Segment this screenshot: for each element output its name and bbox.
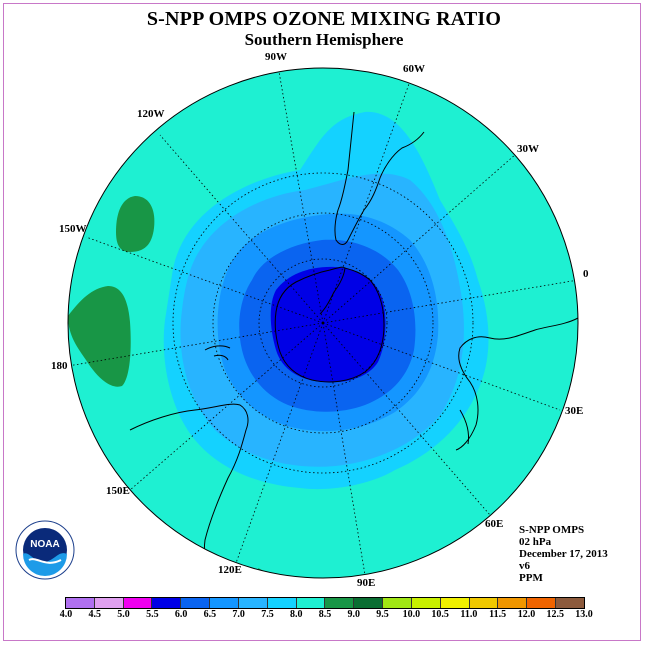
label-30w: 30W (517, 143, 539, 155)
label-60w: 60W (403, 63, 425, 75)
colorbar-tick-label: 6.5 (203, 609, 217, 620)
colorbar-segment (440, 598, 470, 608)
colorbar-tick-label: 10.0 (402, 609, 421, 620)
meridian-180 (68, 322, 324, 367)
figure-border (3, 3, 641, 641)
colorbar-segment (238, 598, 268, 608)
label-90e: 90E (357, 577, 376, 589)
label-120e: 120E (218, 564, 242, 576)
colorbar-segment (66, 598, 95, 608)
noaa-logo: NOAA (15, 520, 75, 580)
meridian-60w (322, 80, 411, 324)
info-instrument: S-NPP OMPS (519, 524, 585, 536)
meridian-60e (322, 322, 491, 516)
colorbar-segment (498, 598, 528, 608)
colorbar-tick-label: 7.5 (261, 609, 274, 620)
madagascar-coast (459, 409, 469, 445)
colorbar-segment (123, 598, 153, 608)
colorbar-tick-label: 12.5 (546, 609, 564, 620)
info-panel: S-NPP OMPS 02 hPa December 17, 2013 v6 P… (519, 524, 608, 584)
graticule (68, 68, 578, 576)
south-america-coast (334, 111, 425, 245)
colorbar-segment (354, 598, 384, 608)
colorbar-tick-label: 11.0 (460, 609, 478, 620)
contour-8-5-9-0-a (116, 196, 155, 252)
meridian-120e (235, 322, 324, 564)
label-60e: 60E (485, 518, 504, 530)
map-title: S-NPP OMPS OZONE MIXING RATIO (146, 8, 502, 30)
info-level: 02 hPa (519, 536, 552, 548)
colorbar-segment (296, 598, 326, 608)
colorbar-segment (383, 598, 412, 608)
label-150e: 150E (106, 485, 130, 497)
colorbar-segment (469, 598, 499, 608)
meridian-150e (129, 322, 324, 491)
noaa-logo-wave-line (28, 558, 62, 564)
label-120w: 120W (137, 108, 165, 120)
meridian-90w (277, 68, 324, 324)
colorbar-tick-label: 10.5 (431, 609, 449, 620)
label-0: 0 (583, 268, 589, 280)
meridian-90e (322, 322, 366, 576)
colorbar-segment (94, 598, 124, 608)
lat-circle-60s (212, 212, 434, 434)
colorbar-segment (267, 598, 297, 608)
meridian-120w (159, 134, 324, 324)
new-zealand-coast (204, 345, 231, 361)
australia-coast (129, 403, 249, 578)
colorbar-tick-label: 11.5 (489, 609, 507, 620)
colorbar-tick-label: 4.5 (88, 609, 102, 620)
colorbar-ticks: 4.0 4.5 5.0 5.5 6.0 6.5 7.0 7.5 8.0 8.5 9.0 9.5 10.0… (0, 609, 648, 623)
lat-circle-70s (258, 258, 388, 388)
colorbar-tick-label: 5.5 (146, 609, 159, 620)
colorbar-tick-label: 5.0 (117, 609, 130, 620)
meridian-30w (322, 153, 517, 324)
africa-coast (455, 317, 578, 451)
colorbar-tick-label: 13.0 (575, 609, 593, 620)
lat-circle-50s (172, 172, 474, 474)
contour-8-5-9-0-b (68, 286, 131, 387)
colorbar-segment (411, 598, 441, 608)
colorbar-tick-label: 4.0 (59, 609, 73, 620)
antarctica-coast (274, 266, 385, 383)
label-150w: 150W (59, 223, 87, 235)
colorbar-tick-label: 8.0 (289, 609, 303, 620)
ozone-contours (68, 68, 578, 578)
colorbar-tick-label: 7.0 (232, 609, 245, 620)
colorbar-tick-label: 6.0 (174, 609, 188, 620)
noaa-logo-text: NOAA (30, 539, 59, 550)
colorbar-segment (556, 598, 584, 608)
colorbar-tick-label: 12.0 (517, 609, 536, 620)
info-version: v6 (519, 560, 530, 572)
coastlines (129, 111, 578, 578)
label-180: 180 (51, 360, 68, 372)
colorbar-segment (527, 598, 557, 608)
info-date: December 17, 2013 (519, 548, 608, 560)
colorbar-segment (181, 598, 211, 608)
colorbar-tick-label: 9.5 (376, 609, 389, 620)
label-30e: 30E (565, 405, 584, 417)
map-subtitle: Southern Hemisphere (244, 30, 404, 49)
colorbar (65, 597, 585, 609)
colorbar-segment (325, 598, 355, 608)
colorbar-segment (210, 598, 239, 608)
meridian-0 (322, 279, 578, 324)
label-90w: 90W (265, 51, 287, 63)
colorbar-tick-label: 8.5 (318, 609, 332, 620)
info-units: PPM (519, 572, 543, 584)
colorbar-tick-label: 9.0 (347, 609, 361, 620)
colorbar-segment (152, 598, 182, 608)
map-boundary (67, 67, 579, 579)
